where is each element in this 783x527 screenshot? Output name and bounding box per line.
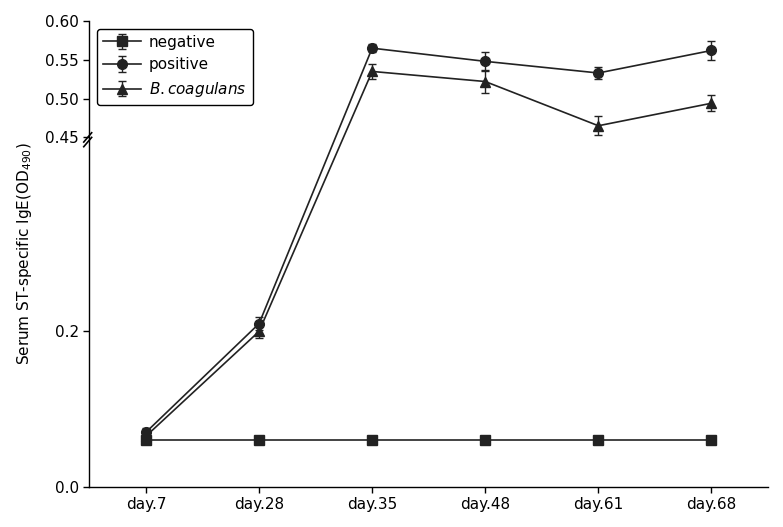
Y-axis label: Serum ST-specific IgE(OD$_{490}$): Serum ST-specific IgE(OD$_{490}$) [15,142,34,365]
Legend: negative, positive, $\it{B.coagulans}$: negative, positive, $\it{B.coagulans}$ [97,28,253,105]
